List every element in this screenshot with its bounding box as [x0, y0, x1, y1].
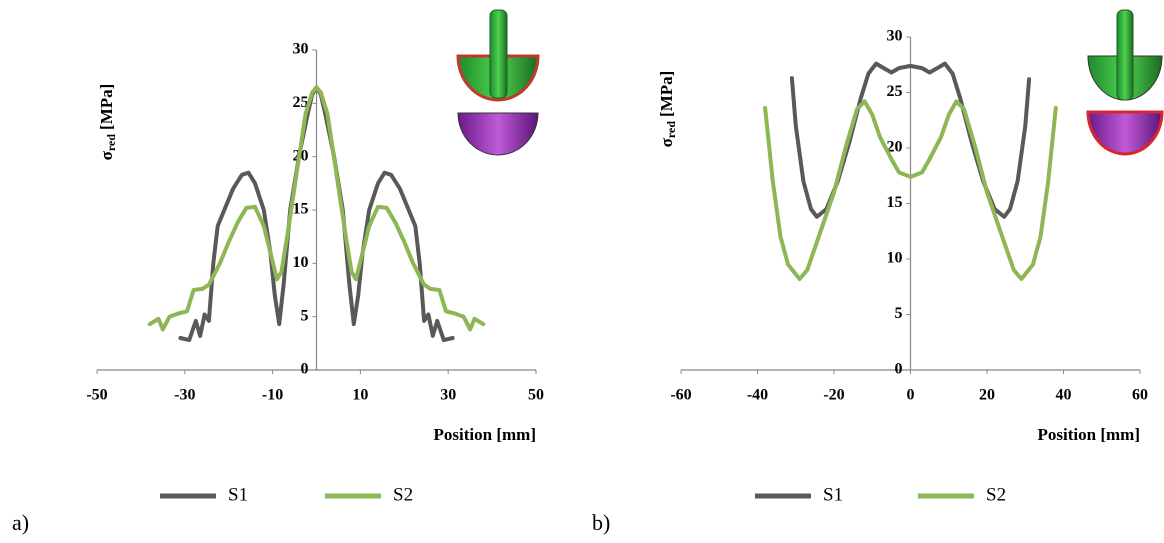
x-tick-label: 60 — [1132, 387, 1148, 404]
x-tick-label: 30 — [440, 387, 456, 404]
y-axis-label: σred [MPa] — [657, 71, 678, 148]
y-tick-label: 15 — [293, 201, 309, 218]
x-axis-label: Position [mm] — [434, 425, 536, 444]
x-tick-label: 0 — [907, 387, 915, 404]
x-tick-label: -10 — [262, 387, 283, 404]
y-tick-label: 0 — [301, 361, 309, 378]
icon-a — [456, 9, 540, 156]
y-tick-label: 15 — [887, 194, 903, 211]
y-label-symbol: σ — [97, 150, 116, 160]
y-tick-label: 20 — [887, 139, 903, 156]
legend-label: S1 — [228, 484, 248, 505]
icon-b — [1086, 9, 1164, 156]
legend-label: S1 — [823, 484, 843, 505]
x-tick-label: -50 — [86, 387, 107, 404]
y-tick-label: 5 — [301, 307, 309, 324]
series-line — [147, 85, 486, 332]
legend-label: S2 — [393, 484, 413, 505]
y-axis-label: σred [MPa] — [97, 84, 118, 161]
y-label-unit: [MPa] — [657, 71, 676, 117]
y-tick-label: 30 — [293, 41, 309, 58]
y-tick-label: 5 — [895, 305, 903, 322]
series-line — [789, 61, 1032, 219]
y-tick-label: 10 — [887, 250, 903, 267]
y-label-unit: [MPa] — [97, 84, 116, 130]
y-tick-label: 25 — [293, 94, 309, 111]
y-label-subscript: red — [664, 121, 678, 138]
x-tick-label: 40 — [1056, 387, 1072, 404]
panel-label: a) — [12, 510, 29, 535]
x-tick-label: -20 — [823, 387, 844, 404]
y-tick-label: 30 — [887, 28, 903, 45]
x-tick-label: 10 — [352, 387, 368, 404]
y-tick-label: 10 — [293, 254, 309, 271]
series-line — [763, 99, 1058, 281]
panel-label: b) — [592, 510, 610, 535]
x-tick-label: 50 — [528, 387, 544, 404]
x-axis-label: Position [mm] — [1038, 425, 1140, 444]
x-tick-label: -60 — [670, 387, 691, 404]
y-tick-label: 25 — [887, 83, 903, 100]
y-label-subscript: red — [104, 134, 118, 151]
y-tick-label: 0 — [895, 361, 903, 378]
x-tick-label: -40 — [747, 387, 768, 404]
y-label-symbol: σ — [657, 137, 676, 147]
x-tick-label: 20 — [979, 387, 995, 404]
x-tick-label: -30 — [174, 387, 195, 404]
legend-label: S2 — [986, 484, 1006, 505]
